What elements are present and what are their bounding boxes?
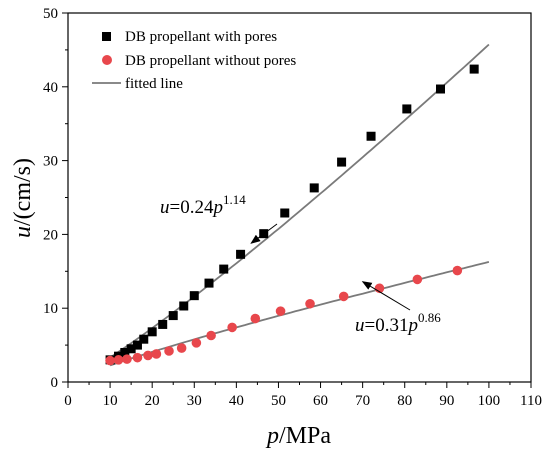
legend: DB propellant with pores DB propellant w…: [92, 29, 296, 92]
point-with-pores: [366, 131, 376, 141]
x-tick-label: 20: [145, 393, 160, 409]
point-without-pores: [105, 355, 115, 366]
y-tick-label: 0: [51, 375, 59, 391]
point-with-pores: [402, 104, 412, 114]
point-without-pores: [305, 298, 315, 309]
point-with-pores: [179, 301, 189, 311]
point-with-pores: [236, 249, 246, 259]
x-tick-label: 50: [271, 393, 286, 409]
point-with-pores: [147, 327, 157, 337]
point-with-pores: [168, 311, 178, 321]
point-without-pores: [412, 274, 423, 285]
data-points: [105, 64, 479, 366]
fitted-curve-2: [109, 261, 490, 367]
x-tick-label: 100: [478, 393, 501, 409]
y-tick-label: 20: [43, 227, 58, 243]
eq2-lhs: u: [355, 315, 365, 336]
point-with-pores: [139, 334, 149, 344]
x-axis-title: p/MPa: [265, 423, 331, 449]
point-without-pores: [164, 346, 174, 356]
y-tick-label: 50: [43, 6, 58, 22]
point-without-pores: [250, 313, 261, 324]
point-with-pores: [204, 278, 214, 288]
eq1-coef: =0.24: [170, 197, 214, 218]
legend-label-fitted-line: fitted line: [125, 76, 183, 92]
svg-text:u=0.24p1.14: u=0.24p1.14: [160, 192, 246, 218]
x-tick-label: 10: [103, 393, 118, 409]
point-with-pores: [126, 344, 136, 354]
point-with-pores: [219, 264, 229, 274]
annotation-arrow-1: [250, 223, 278, 244]
x-tick-label: 110: [520, 393, 542, 409]
legend-marker-circle: [102, 55, 112, 65]
x-axis-ticks: 0 10 20 30 40 50 60 70 80 90 100 110: [64, 382, 542, 409]
legend-marker-square: [102, 32, 111, 41]
x-tick-label: 70: [355, 393, 370, 409]
x-tick-label: 40: [229, 393, 244, 409]
annotation-arrow-2: [361, 281, 411, 311]
point-without-pores: [176, 343, 187, 353]
point-without-pores: [122, 354, 132, 364]
point-without-pores: [191, 338, 202, 348]
y-tick-label: 40: [43, 80, 58, 96]
y-tick-label: 10: [43, 301, 58, 317]
point-with-pores: [189, 291, 199, 301]
point-with-pores: [469, 64, 479, 74]
point-without-pores: [151, 349, 162, 359]
annotation-equation-with-pores: u=0.24p1.14: [160, 192, 278, 244]
point-with-pores: [436, 84, 446, 94]
x-tick-label: 30: [187, 393, 202, 409]
svg-text:u=0.31p0.86: u=0.31p0.86: [355, 310, 441, 336]
point-without-pores: [143, 350, 153, 361]
point-without-pores: [206, 330, 216, 341]
eq2-var: p: [406, 315, 418, 336]
point-without-pores: [338, 291, 349, 302]
eq1-exp: 1.14: [223, 192, 246, 207]
y-tick-label: 30: [43, 154, 58, 170]
point-without-pores: [275, 306, 286, 316]
x-tick-label: 80: [397, 393, 412, 409]
x-tick-label: 0: [64, 393, 72, 409]
eq1-var: p: [211, 197, 223, 218]
eq1-lhs: u: [160, 197, 170, 218]
point-without-pores: [132, 352, 143, 363]
annotation-equation-without-pores: u=0.31p0.86: [355, 281, 441, 336]
legend-label-with-pores: DB propellant with pores: [125, 29, 277, 45]
point-with-pores: [120, 347, 130, 357]
point-without-pores: [452, 265, 463, 276]
point-with-pores: [132, 340, 142, 350]
eq2-exp: 0.86: [418, 310, 441, 325]
eq2-coef: =0.31: [365, 315, 409, 336]
y-axis-title: u/(cm/s): [10, 158, 36, 238]
point-with-pores: [158, 319, 168, 329]
y-axis-ticks: 0 10 20 30 40 50: [43, 6, 68, 391]
legend-label-without-pores: DB propellant without pores: [125, 53, 296, 69]
point-with-pores: [280, 208, 290, 218]
point-without-pores: [113, 355, 124, 365]
x-tick-label: 60: [313, 393, 328, 409]
point-with-pores: [309, 183, 319, 193]
point-with-pores: [337, 157, 347, 167]
point-without-pores: [227, 322, 237, 333]
x-tick-label: 90: [439, 393, 454, 409]
